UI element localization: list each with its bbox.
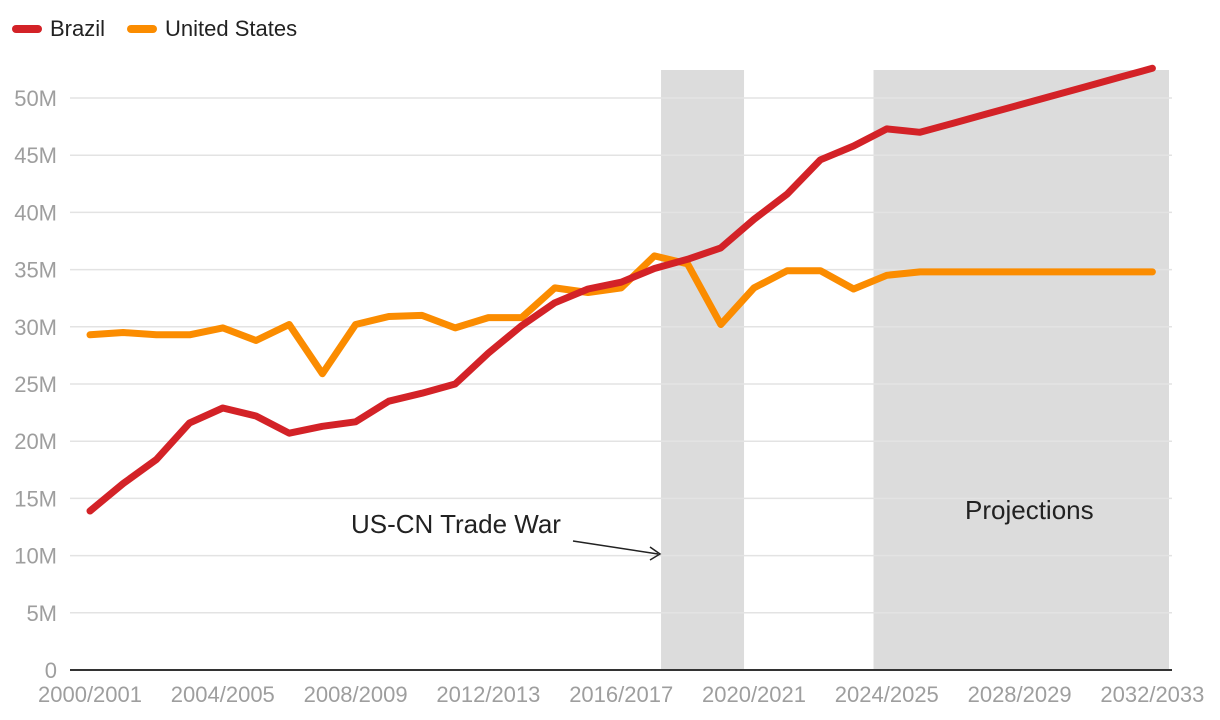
y-tick-label-20M: 20M (14, 429, 57, 454)
y-tick-label-35M: 35M (14, 258, 57, 283)
trade-war-arrow-head (649, 546, 662, 561)
x-tick-label-2000-2001: 2000/2001 (38, 682, 142, 707)
y-tick-label-40M: 40M (14, 200, 57, 225)
x-tick-label-2016-2017: 2016/2017 (569, 682, 673, 707)
y-tick-label-25M: 25M (14, 372, 57, 397)
y-tick-label-50M: 50M (14, 86, 57, 111)
trade-war-arrow-shaft (572, 540, 659, 555)
y-tick-label-5M: 5M (26, 601, 57, 626)
annotations: US-CN Trade War Projections (351, 495, 1094, 561)
shaded-region-projections (873, 70, 1169, 670)
x-tick-label-2008-2009: 2008/2009 (304, 682, 408, 707)
series-line-united-states (86, 252, 1156, 378)
x-tick-label-2028-2029: 2028/2029 (968, 682, 1072, 707)
y-tick-label-45M: 45M (14, 143, 57, 168)
legend-swatch-united-states (127, 25, 158, 33)
x-tick-label-2024-2025: 2024/2025 (835, 682, 939, 707)
series-lines (86, 64, 1156, 515)
legend: Brazil United States (12, 16, 297, 42)
x-tick-label-2004-2005: 2004/2005 (171, 682, 275, 707)
shaded-regions (661, 70, 1169, 670)
series-line-brazil (86, 64, 1156, 515)
legend-swatch-brazil (12, 25, 42, 33)
trade-war-annotation: US-CN Trade War (351, 509, 561, 539)
legend-item-brazil[interactable]: Brazil (12, 16, 105, 42)
x-tick-label-2032-2033: 2032/2033 (1100, 682, 1204, 707)
x-tick-label-2012-2013: 2012/2013 (436, 682, 540, 707)
projections-annotation: Projections (965, 495, 1094, 525)
y-tick-label-10M: 10M (14, 544, 57, 569)
x-tick-label-2020-2021: 2020/2021 (702, 682, 806, 707)
y-tick-label-15M: 15M (14, 486, 57, 511)
shaded-region-trade-war (661, 70, 745, 670)
legend-label-brazil: Brazil (50, 16, 106, 41)
y-tick-label-30M: 30M (14, 315, 57, 340)
legend-item-united-states[interactable]: United States (127, 16, 297, 42)
axes: 0 5M 10M 15M 20M 25M 30M 35M 40M 45M 50M 2000/2001 2… (14, 86, 1204, 707)
legend-label-united-states: United States (165, 16, 298, 41)
y-tick-label-0: 0 (45, 658, 57, 683)
